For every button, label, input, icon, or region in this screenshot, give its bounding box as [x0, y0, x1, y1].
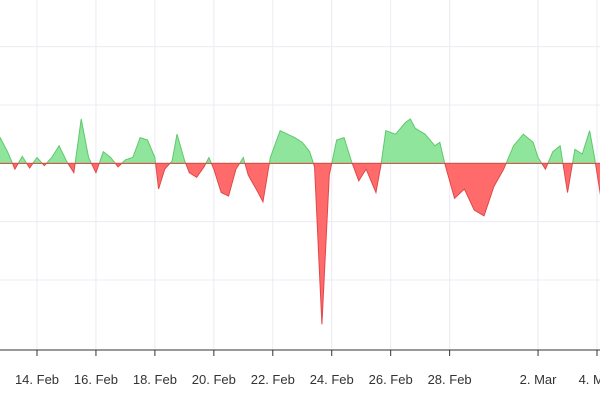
- gridlines: [0, 0, 600, 350]
- positive-area: [0, 118, 600, 164]
- x-tick-label-5: 24. Feb: [310, 372, 354, 387]
- x-tick-label-4: 22. Feb: [251, 372, 295, 387]
- x-tick-label-1: 16. Feb: [74, 372, 118, 387]
- x-axis: 14. Feb 16. Feb 18. Feb 20. Feb 22. Feb 24. F…: [0, 349, 600, 387]
- x-tick-label-3: 20. Feb: [192, 372, 236, 387]
- x-tick-label-6: 26. Feb: [369, 372, 413, 387]
- x-tick-label-7: 28. Feb: [428, 372, 472, 387]
- negative-area: [0, 162, 600, 325]
- x-tick-label-8: 2. Mar: [520, 372, 558, 387]
- x-tick-label-0: 14. Feb: [15, 372, 59, 387]
- x-tick-label-2: 18. Feb: [133, 372, 177, 387]
- x-tick-label-9: 4. Mar: [579, 372, 600, 387]
- area-series: [0, 118, 600, 325]
